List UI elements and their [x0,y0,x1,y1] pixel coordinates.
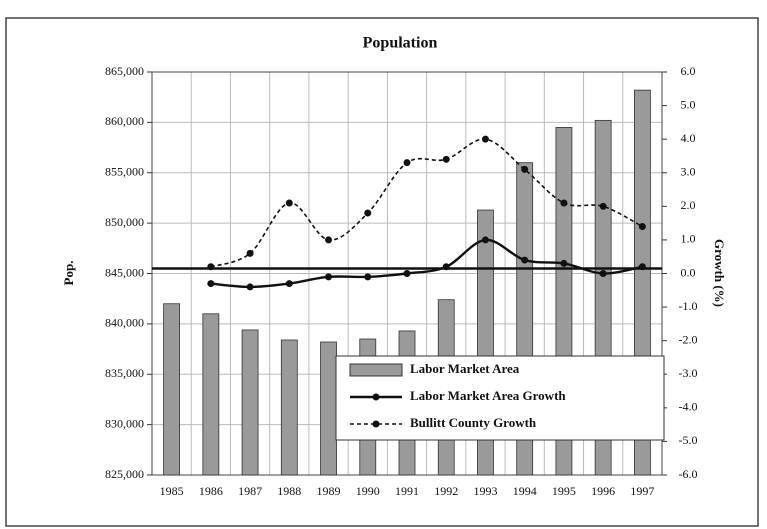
point [599,270,607,277]
y-tick-label: 845,000 [105,265,144,279]
y-tick-label: 830,000 [105,416,144,430]
point [638,222,646,230]
point [442,263,450,271]
chart-frame [5,17,759,527]
x-tick-label: 1994 [513,484,537,498]
chart-title: Population [363,35,438,52]
y2-tick-label: -6.0 [679,467,698,481]
x-tick-label: 1986 [199,484,223,498]
point [325,236,333,244]
y2-tick-label: 6.0 [681,64,696,78]
y2-tick-label: -4.0 [679,400,698,414]
y-tick-label: 835,000 [105,366,144,380]
point [521,165,529,173]
point [207,263,215,271]
y2-tick-label: 0.0 [681,265,696,279]
x-tick-label: 1991 [395,484,419,498]
y2-axis-label: Growth (%) [712,239,727,307]
y-tick-label: 840,000 [105,316,144,330]
y-tick-label: 850,000 [105,215,144,229]
y2-tick-label: -1.0 [679,299,698,313]
point [246,283,254,291]
x-tick-label: 1990 [356,484,380,498]
x-tick-label: 1988 [277,484,301,498]
y-tick-label: 855,000 [105,165,144,179]
legend-marker [372,393,380,401]
legend-label: Bullitt County Growth [410,415,537,430]
point [285,280,293,288]
y2-tick-label: 4.0 [681,131,696,145]
bar [163,303,181,476]
x-tick-label: 1989 [317,484,341,498]
y-axis-label: Pop. [61,261,76,286]
x-tick-label: 1996 [591,484,615,498]
y2-tick-label: 3.0 [681,165,696,179]
x-tick-label: 1997 [630,484,654,498]
bar [202,313,220,476]
point [403,159,411,167]
bar [320,341,337,476]
point [481,135,489,143]
point [403,270,411,277]
legend-swatch [349,363,403,377]
point [560,259,568,267]
point [246,249,254,257]
y2-tick-label: -5.0 [679,433,698,447]
point [364,273,372,281]
y2-tick-label: -2.0 [679,332,698,346]
point [560,199,568,207]
point [481,236,489,244]
x-tick-label: 1985 [160,484,184,498]
y-tick-label: 825,000 [105,467,144,481]
legend-label: Labor Market Area [410,361,520,376]
bar [280,339,298,476]
point [521,256,529,264]
x-tick-label: 1993 [473,484,497,498]
point [442,155,450,163]
point [285,199,293,207]
bar [241,329,259,476]
point [325,273,333,281]
y-tick-label: 860,000 [105,114,144,128]
point [364,209,372,217]
x-tick-label: 1995 [552,484,576,498]
point [599,202,607,210]
y-tick-label: 865,000 [105,64,144,78]
legend-marker [372,420,380,428]
legend-label: Labor Market Area Growth [410,388,566,403]
x-tick-label: 1992 [434,484,458,498]
y2-tick-label: 1.0 [681,232,696,246]
y2-tick-label: 5.0 [681,97,696,111]
y2-tick-label: -3.0 [679,366,698,380]
point [207,280,215,288]
x-tick-label: 1987 [238,484,262,498]
point [638,263,646,271]
y2-tick-label: 2.0 [681,198,696,212]
